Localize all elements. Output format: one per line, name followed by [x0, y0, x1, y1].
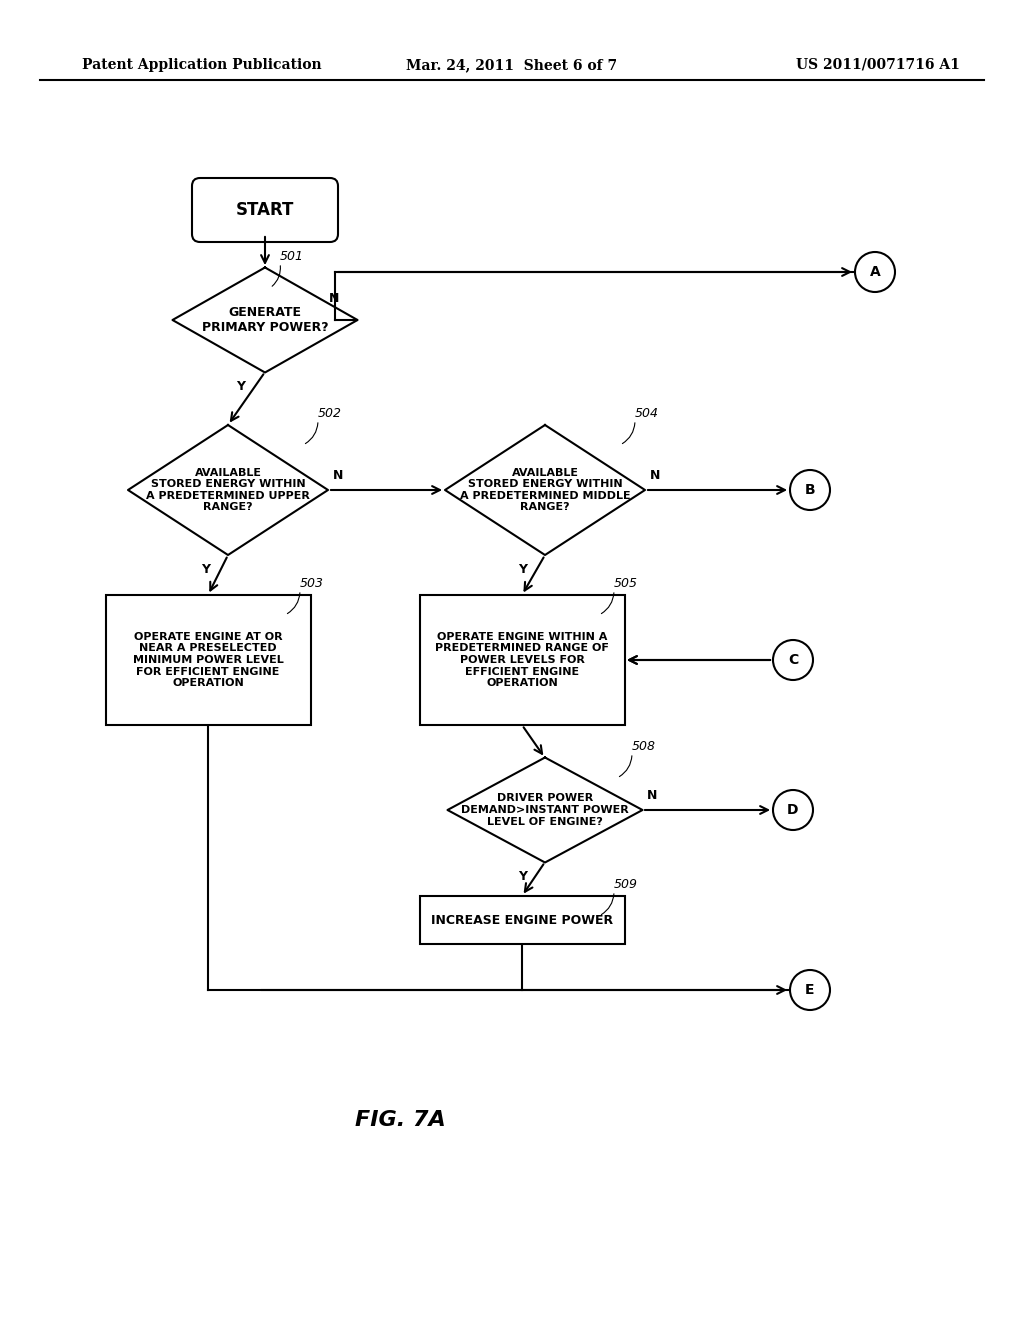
Circle shape [790, 970, 830, 1010]
Polygon shape [172, 268, 357, 372]
Text: B: B [805, 483, 815, 498]
Text: 508: 508 [632, 741, 656, 752]
Text: START: START [236, 201, 294, 219]
Text: A: A [869, 265, 881, 279]
Text: Mar. 24, 2011  Sheet 6 of 7: Mar. 24, 2011 Sheet 6 of 7 [407, 58, 617, 73]
Text: OPERATE ENGINE AT OR
NEAR A PRESELECTED
MINIMUM POWER LEVEL
FOR EFFICIENT ENGINE: OPERATE ENGINE AT OR NEAR A PRESELECTED … [133, 632, 284, 688]
Text: 509: 509 [614, 878, 638, 891]
Bar [105, 595, 310, 725]
Text: D: D [787, 803, 799, 817]
Polygon shape [128, 425, 328, 554]
Text: AVAILABLE
STORED ENERGY WITHIN
A PREDETERMINED UPPER
RANGE?: AVAILABLE STORED ENERGY WITHIN A PREDETE… [146, 467, 310, 512]
Text: US 2011/0071716 A1: US 2011/0071716 A1 [796, 58, 961, 73]
Polygon shape [445, 425, 645, 554]
Text: 501: 501 [280, 249, 304, 263]
Text: INCREASE ENGINE POWER: INCREASE ENGINE POWER [431, 913, 613, 927]
Text: N: N [329, 292, 339, 305]
Text: 502: 502 [318, 407, 342, 420]
Text: N: N [333, 469, 343, 482]
Polygon shape [447, 758, 642, 862]
Circle shape [773, 640, 813, 680]
Text: AVAILABLE
STORED ENERGY WITHIN
A PREDETERMINED MIDDLE
RANGE?: AVAILABLE STORED ENERGY WITHIN A PREDETE… [460, 467, 631, 512]
Circle shape [790, 470, 830, 510]
Bar [420, 595, 625, 725]
Bar [420, 896, 625, 944]
Text: 505: 505 [614, 577, 638, 590]
Text: N: N [647, 789, 657, 803]
Text: C: C [787, 653, 798, 667]
FancyBboxPatch shape [193, 178, 338, 242]
Text: N: N [650, 469, 660, 482]
Text: E: E [805, 983, 815, 997]
Text: 503: 503 [300, 577, 324, 590]
Circle shape [855, 252, 895, 292]
Text: GENERATE
PRIMARY POWER?: GENERATE PRIMARY POWER? [202, 306, 329, 334]
Circle shape [773, 789, 813, 830]
Text: DRIVER POWER
DEMAND>INSTANT POWER
LEVEL OF ENGINE?: DRIVER POWER DEMAND>INSTANT POWER LEVEL … [461, 793, 629, 826]
Text: Patent Application Publication: Patent Application Publication [82, 58, 322, 73]
Text: Y: Y [518, 870, 527, 883]
Text: 504: 504 [635, 407, 659, 420]
Text: FIG. 7A: FIG. 7A [354, 1110, 445, 1130]
Text: Y: Y [236, 380, 245, 393]
Text: OPERATE ENGINE WITHIN A
PREDETERMINED RANGE OF
POWER LEVELS FOR
EFFICIENT ENGINE: OPERATE ENGINE WITHIN A PREDETERMINED RA… [435, 632, 609, 688]
Text: Y: Y [518, 564, 527, 576]
Text: Y: Y [201, 564, 210, 576]
